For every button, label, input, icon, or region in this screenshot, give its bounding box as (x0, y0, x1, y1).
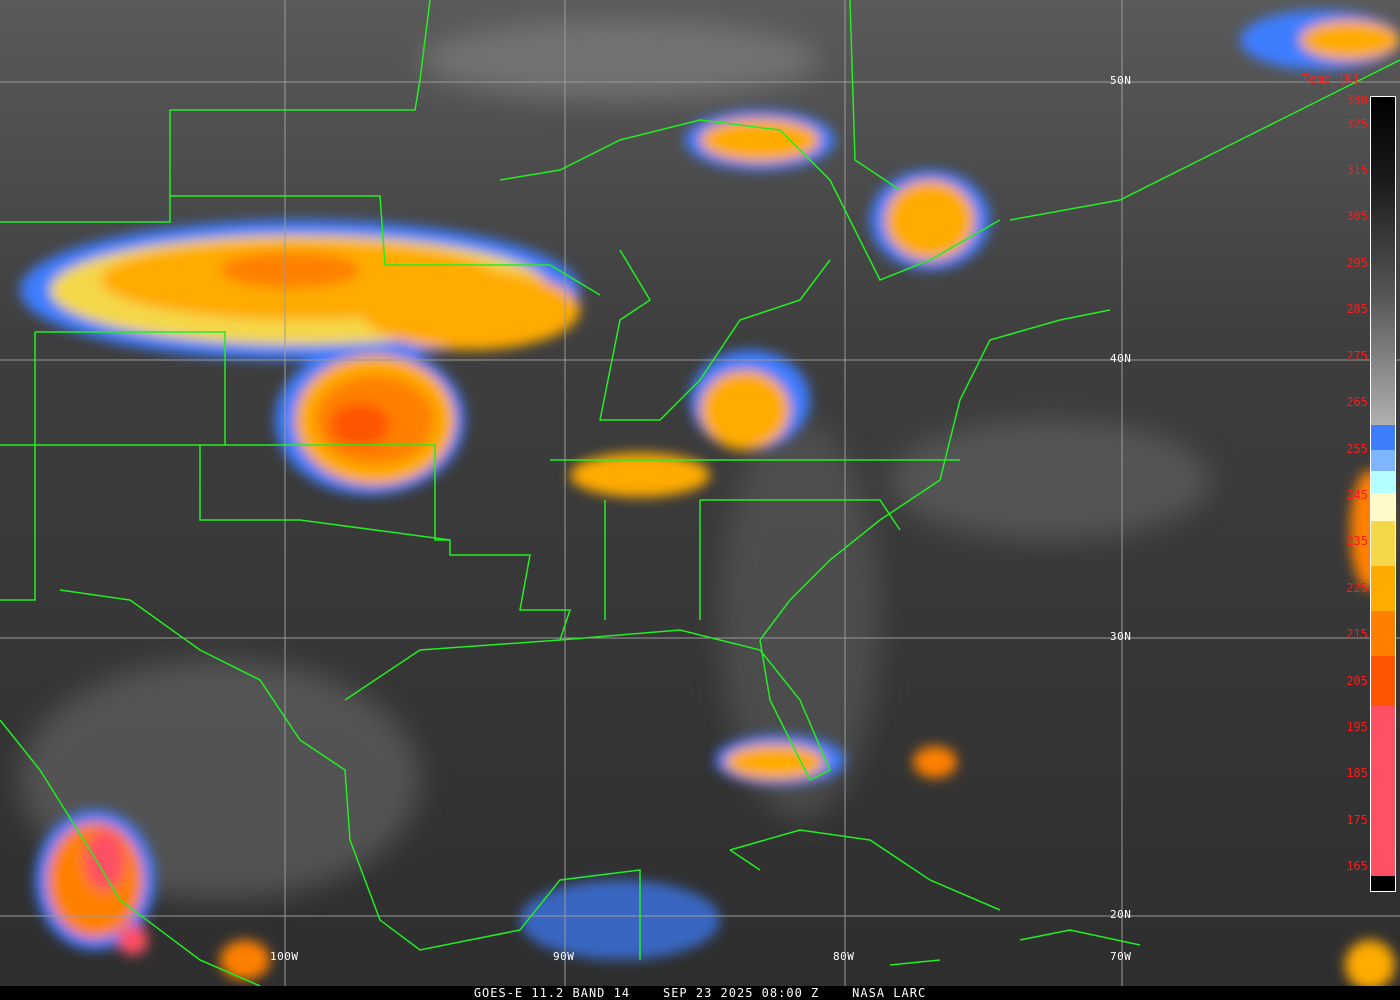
cold-cloud-tops (20, 10, 1400, 986)
lat-label-30n: 30N (1110, 630, 1132, 643)
legend-tick-305: 305 (1346, 209, 1368, 223)
colorbar-gray (1371, 97, 1395, 425)
lon-label-80w: 80W (833, 950, 855, 963)
legend-tick-235: 235 (1346, 534, 1368, 548)
legend-tick-205: 205 (1346, 674, 1368, 688)
lat-label-40n: 40N (1110, 352, 1132, 365)
legend-tick-285: 285 (1346, 302, 1368, 316)
legend-tick-255: 255 (1346, 442, 1368, 456)
legend-tick-215: 215 (1346, 627, 1368, 641)
legend-tick-265: 265 (1346, 395, 1368, 409)
legend-tick-195: 195 (1346, 720, 1368, 734)
colorbar-pink (1371, 706, 1395, 876)
colorbar-yellow (1371, 521, 1395, 566)
temperature-colorbar (1370, 96, 1396, 892)
colorbar-amber (1371, 566, 1395, 611)
image-caption: GOES-E 11.2 BAND 14 SEP 23 2025 08:00 Z … (0, 986, 1400, 1000)
colorbar-light-blue (1371, 450, 1395, 471)
colorbar-orange (1371, 611, 1395, 656)
legend-tick-295: 295 (1346, 256, 1368, 270)
colorbar-cyan (1371, 471, 1395, 493)
legend-tick-175: 175 (1346, 813, 1368, 827)
colorbar-blue (1371, 425, 1395, 450)
lon-label-90w: 90W (553, 950, 575, 963)
lat-label-20n: 20N (1110, 908, 1132, 921)
legend-tick-165: 165 (1346, 859, 1368, 873)
legend-tick-275: 275 (1346, 349, 1368, 363)
legend-tick-330: 330 (1346, 93, 1368, 107)
lon-label-70w: 70W (1110, 950, 1132, 963)
legend-tick-185: 185 (1346, 766, 1368, 780)
legend-tick-325: 325 (1346, 117, 1368, 131)
legend-tick-245: 245 (1346, 488, 1368, 502)
legend-tick-225: 225 (1346, 581, 1368, 595)
colorbar-red-orange (1371, 656, 1395, 706)
lat-label-50n: 50N (1110, 74, 1132, 87)
legend-tick-315: 315 (1346, 163, 1368, 177)
lon-label-100w: 100W (270, 950, 299, 963)
colorbar-pale-yellow (1371, 493, 1395, 521)
legend-title: Temp [K] (1302, 72, 1360, 86)
